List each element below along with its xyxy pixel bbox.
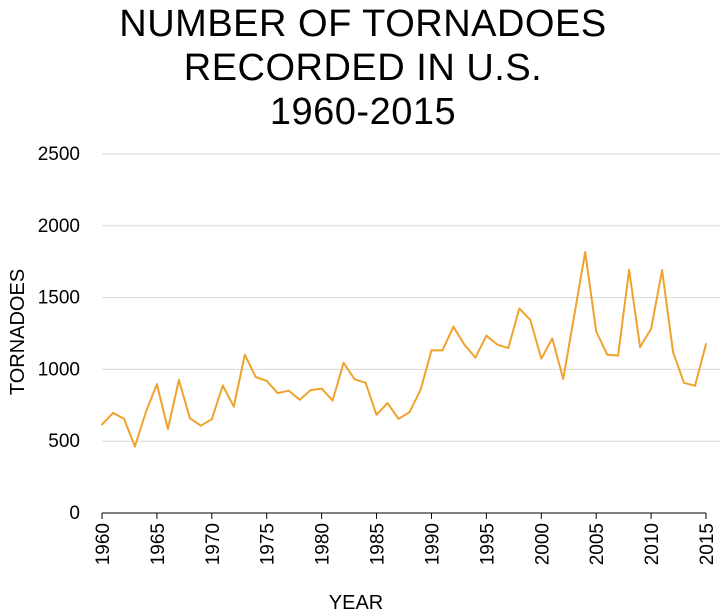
y-axis-ticks: 0 500 1000 1500 2000 2500 — [38, 144, 80, 524]
data-point-1988 — [408, 411, 411, 414]
x-tick-label: 1990 — [422, 523, 443, 565]
data-point-1991 — [441, 349, 444, 352]
data-point-1990 — [430, 349, 433, 352]
data-point-1999 — [529, 318, 532, 321]
data-point-2007 — [617, 354, 620, 357]
x-tick-label: 1975 — [258, 523, 279, 565]
data-point-2008 — [628, 269, 631, 272]
chart-title: NUMBER OF TORNADOES RECORDED IN U.S. 196… — [0, 2, 726, 134]
data-point-1978 — [298, 398, 301, 401]
data-point-1981 — [331, 399, 334, 402]
data-point-2009 — [639, 345, 642, 348]
data-point-2006 — [606, 353, 609, 356]
data-point-1980 — [320, 387, 323, 390]
data-point-1989 — [419, 389, 422, 392]
y-tick-label: 2000 — [38, 216, 80, 237]
x-axis-label: YEAR — [329, 592, 383, 614]
x-tick-label: 1960 — [93, 523, 114, 565]
x-tick-label: 1980 — [313, 523, 334, 565]
x-axis-ticks: 1960 1965 1970 1975 1980 1985 1990 1995 2000 2005… — [93, 513, 718, 565]
title-line-3: 1960-2015 — [269, 91, 457, 133]
data-point-1961 — [111, 411, 114, 414]
tornado-count-line — [101, 251, 707, 448]
data-point-1979 — [309, 389, 312, 392]
data-point-1967 — [177, 379, 180, 382]
y-axis-label: TORNADOES — [7, 269, 29, 395]
x-tick-label: 2010 — [642, 523, 663, 565]
x-tick-label: 2005 — [587, 523, 608, 565]
x-tick-label: 2015 — [697, 523, 718, 565]
y-tick-label: 1500 — [38, 288, 80, 309]
data-point-1983 — [353, 378, 356, 381]
data-point-2004 — [584, 251, 587, 254]
data-point-1996 — [496, 343, 499, 346]
y-tick-label: 500 — [48, 431, 80, 452]
data-point-2000 — [540, 357, 543, 360]
series-layer — [101, 251, 707, 448]
data-point-1962 — [122, 417, 125, 420]
x-tick-label: 1965 — [148, 523, 169, 565]
data-point-1997 — [507, 347, 510, 350]
data-point-1985 — [375, 413, 378, 416]
data-point-2013 — [683, 381, 686, 384]
data-point-1965 — [155, 383, 158, 386]
y-tick-label: 0 — [69, 503, 80, 524]
data-point-2001 — [551, 337, 554, 340]
data-point-2002 — [562, 377, 565, 380]
title-line-1: NUMBER OF TORNADOES — [119, 3, 607, 45]
data-point-1992 — [452, 325, 455, 328]
title-line-2: RECORDED IN U.S. — [183, 47, 543, 89]
data-point-1972 — [232, 405, 235, 408]
data-point-1964 — [144, 410, 147, 413]
data-point-2005 — [595, 330, 598, 333]
data-point-1970 — [210, 418, 213, 421]
data-point-1973 — [243, 353, 246, 356]
data-point-1966 — [166, 427, 169, 430]
data-point-1960 — [101, 423, 103, 426]
data-point-1976 — [276, 392, 279, 395]
x-tick-label: 2000 — [532, 523, 553, 565]
data-point-1987 — [397, 417, 400, 420]
data-point-1974 — [254, 376, 257, 379]
data-point-2012 — [672, 351, 675, 354]
data-point-1968 — [188, 417, 191, 420]
data-point-2011 — [661, 269, 664, 272]
x-tick-label: 1970 — [203, 523, 224, 565]
data-point-2014 — [694, 384, 697, 387]
data-point-1969 — [199, 424, 202, 427]
data-point-1984 — [364, 381, 367, 384]
data-point-2015 — [705, 342, 707, 345]
data-point-1993 — [463, 343, 466, 346]
data-point-2003 — [573, 314, 576, 317]
data-point-2010 — [650, 327, 653, 330]
data-point-1998 — [518, 307, 521, 310]
x-tick-label: 1985 — [368, 523, 389, 565]
y-tick-label: 1000 — [38, 359, 80, 380]
data-point-1986 — [386, 402, 389, 405]
data-point-1971 — [221, 384, 224, 387]
data-point-1975 — [265, 379, 268, 382]
data-point-1995 — [485, 334, 488, 337]
gridlines — [102, 153, 720, 514]
x-tick-label: 1995 — [477, 523, 498, 565]
data-point-1994 — [474, 356, 477, 359]
data-point-1982 — [342, 361, 345, 364]
y-tick-label: 2500 — [38, 144, 80, 165]
data-point-1963 — [133, 445, 136, 448]
data-point-1977 — [287, 389, 290, 392]
